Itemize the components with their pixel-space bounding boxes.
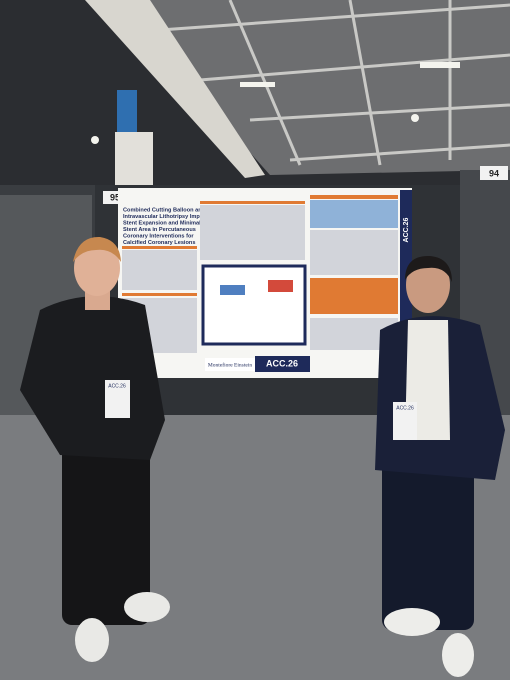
- poster-brand: ACC.26: [266, 358, 298, 368]
- lights: [91, 62, 460, 144]
- logo-box: [205, 358, 255, 371]
- column-top: [117, 90, 137, 135]
- badge-text: ACC.26: [396, 405, 414, 411]
- column: [115, 132, 153, 190]
- poster-plot: [220, 280, 293, 295]
- poster-title-line: Intravascular Lithotripsy Improves: [123, 214, 215, 220]
- badge-text: ACC.26: [108, 383, 126, 389]
- poster-title-line: Stent Expansion and Minimal: [123, 220, 201, 226]
- poster-side-band: [400, 190, 412, 350]
- poster-title-line: Coronary Interventions for: [123, 233, 194, 239]
- poster-title: Combined Cutting Balloon andIntravascula…: [123, 207, 215, 246]
- poster-title-line: Combined Cutting Balloon and: [123, 207, 206, 213]
- brand-box: [255, 356, 310, 372]
- truss: [159, 0, 510, 166]
- person-right: [375, 255, 505, 677]
- poster-figure: [201, 264, 307, 346]
- poster-text-blocks: [122, 205, 398, 353]
- sign: [480, 166, 508, 180]
- poster-logo: Montefiore Einstein: [208, 361, 252, 368]
- beam: [85, 0, 265, 178]
- person-left: [20, 236, 170, 662]
- sign-number: 94: [489, 168, 499, 178]
- poster-headers: [122, 195, 398, 314]
- sign-number: 95: [110, 192, 120, 202]
- poster-side-brand: ACC.26: [403, 217, 410, 242]
- poster-title-line: Calcified Coronary Lesions: [123, 240, 195, 246]
- poster-title-line: Stent Area in Percutaneous: [123, 227, 196, 233]
- ceiling-bright: [150, 0, 510, 175]
- poster-table: [310, 200, 398, 228]
